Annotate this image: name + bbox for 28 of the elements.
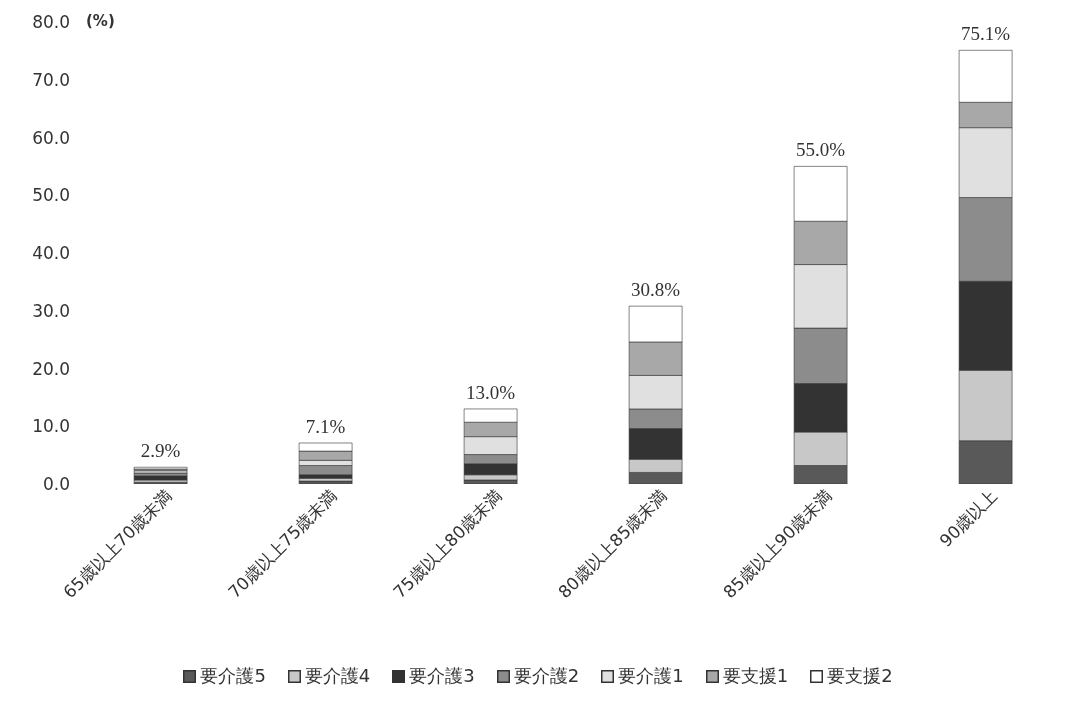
legend-label: 要介護4 <box>304 664 371 688</box>
y-tick-label: 30.0 <box>32 300 70 321</box>
total-label: 30.8% <box>631 279 681 301</box>
total-label: 75.1% <box>961 23 1011 45</box>
legend-label: 要介護5 <box>200 664 266 688</box>
legend-label: 要介護2 <box>513 664 580 688</box>
x-tick-label: 85歳以上90歳未満 <box>719 485 837 603</box>
x-tick-label: 70歳以上75歳未満 <box>224 485 342 603</box>
total-label: 13.0% <box>466 381 516 403</box>
y-tick-label: 40.0 <box>32 243 70 264</box>
y-tick-label: 80.0 <box>32 12 70 33</box>
total-label: 7.1% <box>305 416 346 437</box>
total-label: 55.0% <box>796 139 846 161</box>
y-tick-label: 50.0 <box>32 185 70 206</box>
legend-label: 要介護3 <box>409 664 475 688</box>
y-tick-label: 70.0 <box>32 69 70 90</box>
y-tick-label: 60.0 <box>32 127 70 148</box>
x-tick-label: 75歳以上80歳未満 <box>389 485 507 603</box>
y-axis-title: (%) <box>86 12 115 30</box>
legend-label: 要支援2 <box>827 664 893 688</box>
y-tick-label: 20.0 <box>32 358 70 379</box>
x-tick-label: 80歳以上85歳未満 <box>554 485 672 603</box>
legend-label: 要支援1 <box>722 664 789 688</box>
legend-label: 要介護1 <box>618 664 684 688</box>
x-tick-label: 90歳以上 <box>935 485 1002 551</box>
y-tick-label: 0.0 <box>42 474 70 495</box>
total-label: 2.9% <box>140 440 181 462</box>
y-tick-label: 10.0 <box>32 416 70 437</box>
